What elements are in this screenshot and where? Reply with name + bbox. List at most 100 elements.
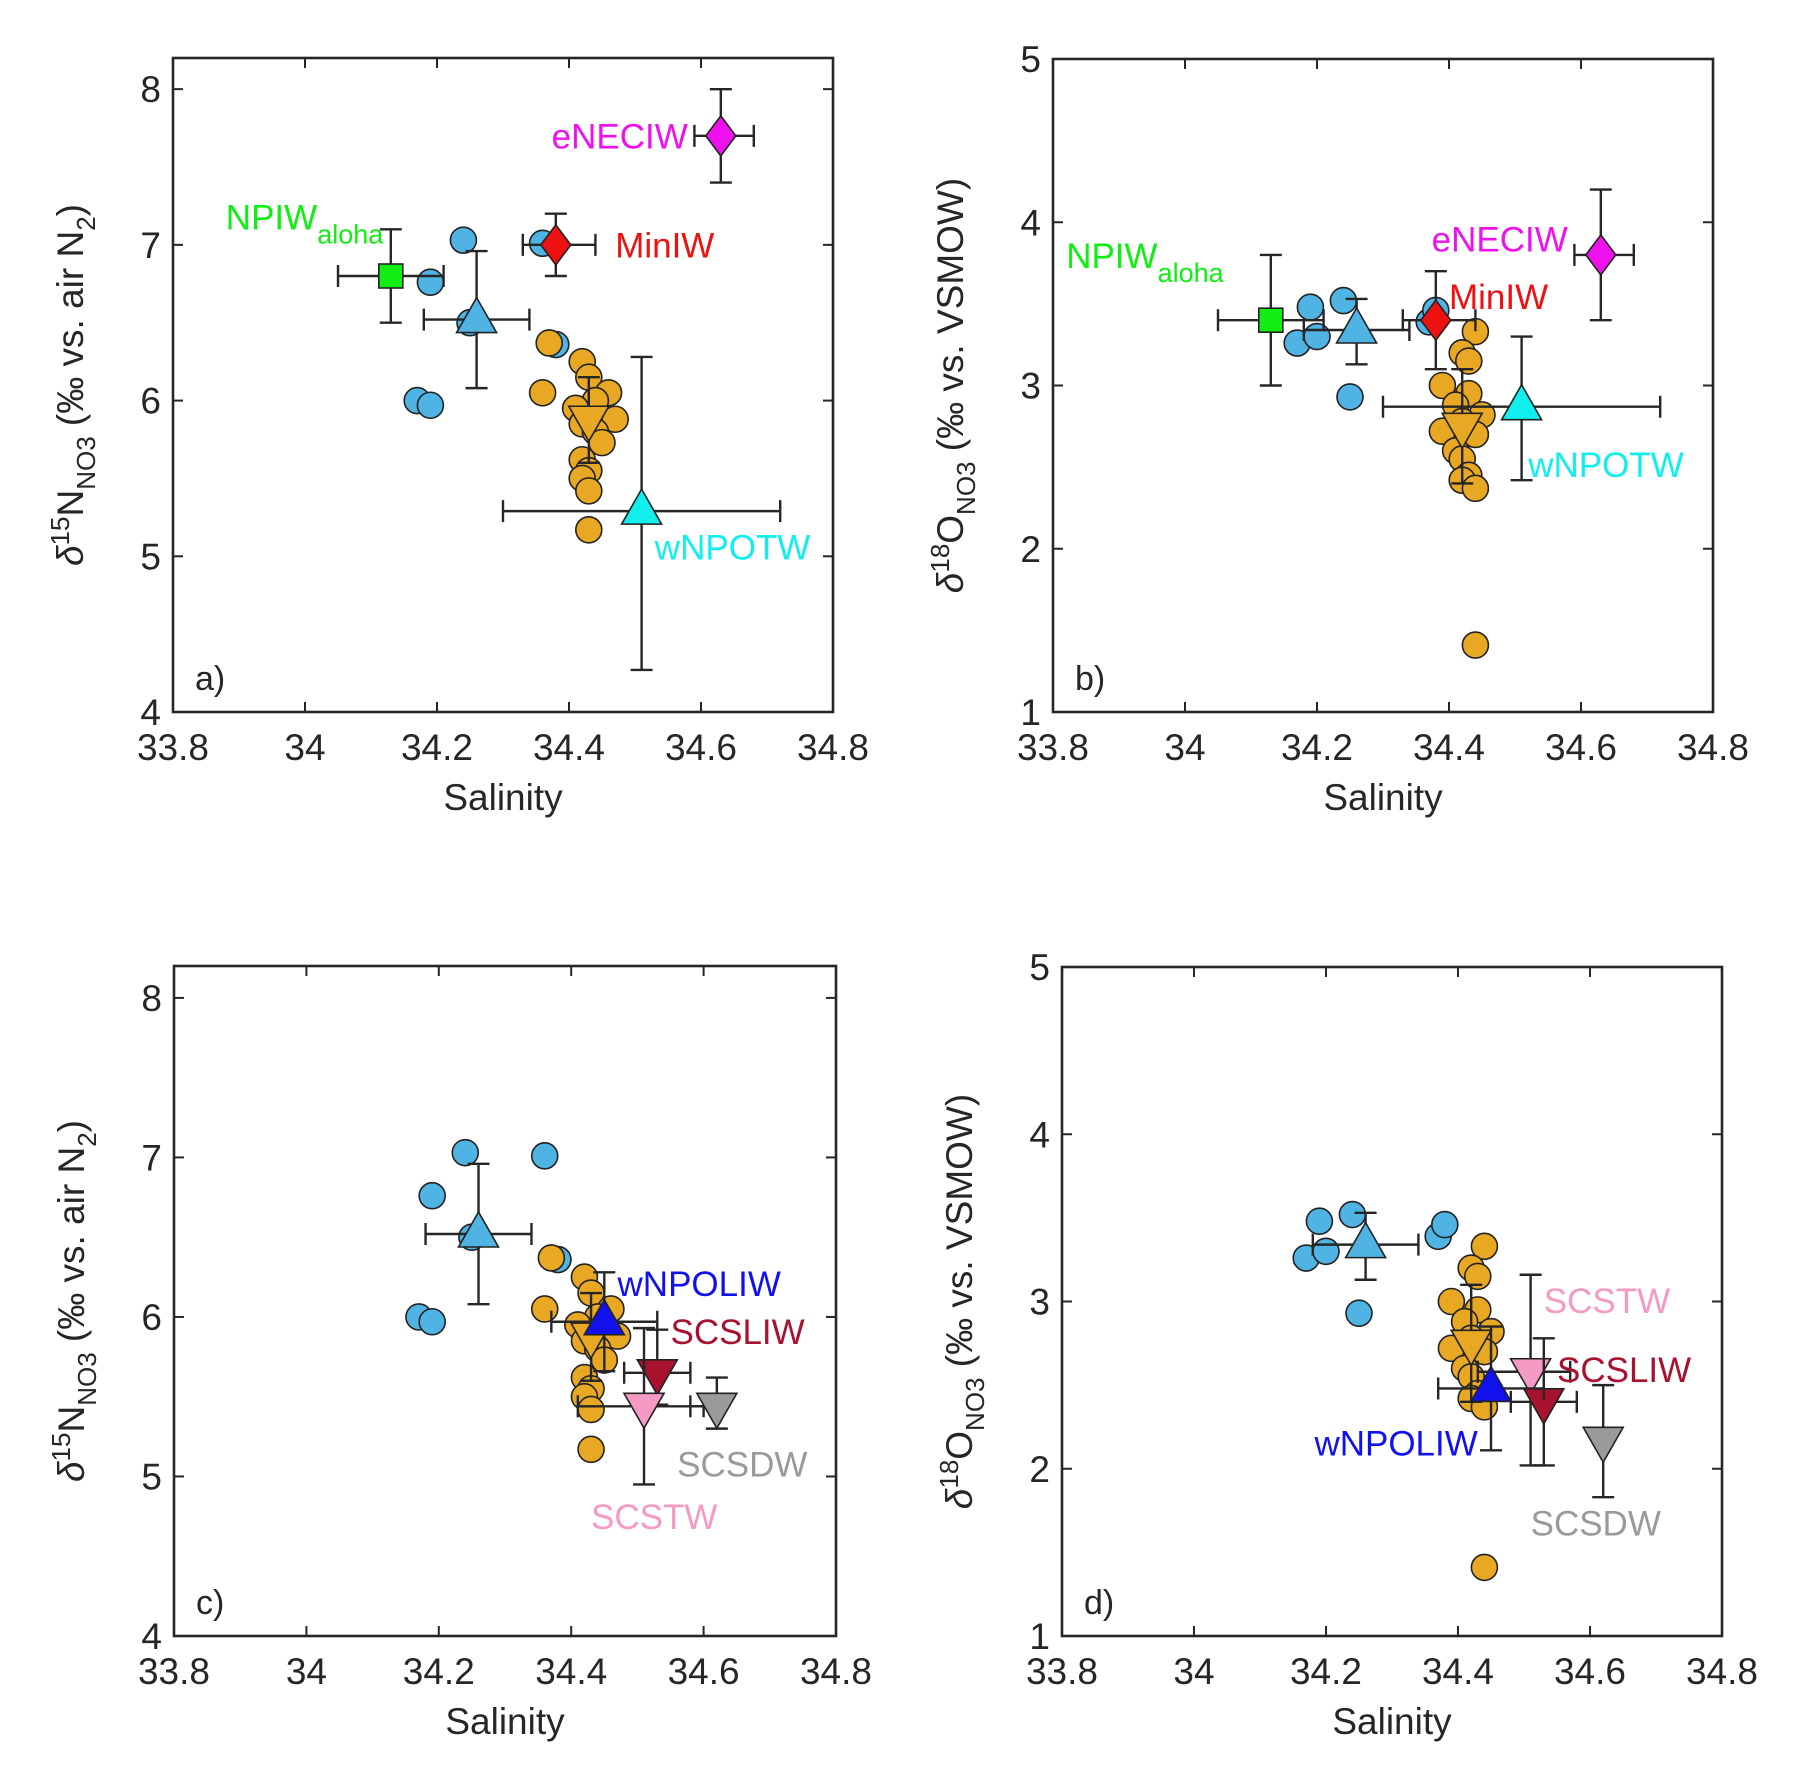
water-mass-label-subscript: aloha bbox=[1158, 258, 1225, 288]
water-mass-label-text: MinIW bbox=[615, 226, 714, 265]
y-tick-label: 2 bbox=[1029, 1449, 1050, 1490]
x-tick-label: 34 bbox=[284, 727, 325, 768]
y-tick-label: 4 bbox=[140, 692, 161, 733]
lower-sample-point bbox=[577, 1435, 605, 1464]
plot-frame bbox=[1051, 57, 1715, 714]
panel-d: 33.8 34 34.2 34.4 34.6 34.812345Salinityδ18ON… bbox=[934, 947, 1758, 1742]
lower-mean-marker bbox=[1440, 412, 1484, 450]
x-tick-label: 34.6 bbox=[665, 727, 737, 768]
water-mass-label: MinIW bbox=[615, 226, 714, 265]
y-axis-label-part: 18 bbox=[934, 1460, 964, 1489]
upper-sample-point bbox=[1345, 1299, 1373, 1328]
water-mass-label: SCSDW bbox=[1531, 1505, 1661, 1544]
lower-sample-point bbox=[537, 1244, 566, 1272]
upper-sample-point bbox=[1431, 1210, 1459, 1239]
water-mass-label-text: SCSDW bbox=[1531, 1505, 1661, 1544]
panel-label: c) bbox=[196, 1584, 224, 1622]
water-mass-label: wNPOLIW bbox=[617, 1265, 781, 1304]
y-axis-label-part: δ bbox=[939, 1488, 980, 1509]
water-mass-label-text: NPIW bbox=[1066, 237, 1157, 276]
lower-sample-point bbox=[528, 378, 557, 407]
y-tick-label: 3 bbox=[1029, 1282, 1050, 1323]
y-tick-label: 7 bbox=[140, 225, 161, 266]
y-tick-label: 3 bbox=[1020, 366, 1041, 407]
y-axis-label-part: (‰ vs. VSMOW) bbox=[930, 178, 971, 462]
x-tick-label: 34.8 bbox=[797, 727, 869, 768]
x-tick-label: 34 bbox=[1164, 727, 1205, 768]
lower-sample-point bbox=[1437, 1287, 1466, 1316]
water-mass-label: eNECIW bbox=[552, 117, 688, 156]
water-mass-label-text: wNPOTW bbox=[1527, 446, 1684, 485]
panel-c: 33.8 34 34.2 34.4 34.6 34.8 4 5 6 7 8 Salinity δ15NN… bbox=[46, 964, 872, 1742]
x-tick-label: 34.4 bbox=[1413, 727, 1485, 768]
x-tick-label: 34.2 bbox=[1290, 1651, 1362, 1692]
x-tick-label: 34.8 bbox=[800, 1651, 872, 1692]
y-axis-label-part: (‰ vs. VSMOW) bbox=[939, 1094, 980, 1378]
y-axis-label-part: (‰ vs. air N bbox=[51, 1147, 92, 1353]
upper-mean-marker bbox=[1344, 1221, 1387, 1259]
y-axis-label-part: 15 bbox=[45, 517, 75, 546]
upper-sample-point bbox=[1305, 1207, 1334, 1236]
y-axis-label-part: ) bbox=[51, 1120, 92, 1132]
y-axis-label-part: δ bbox=[50, 545, 91, 566]
y-tick-label: 1 bbox=[1029, 1616, 1050, 1657]
x-tick-label: 33.8 bbox=[137, 727, 209, 768]
lower-sample-point bbox=[1461, 631, 1490, 659]
y-axis-label-part: ) bbox=[50, 204, 91, 216]
x-tick-label: 34.6 bbox=[1545, 727, 1617, 768]
water-mass-label-text: wNPOLIW bbox=[1313, 1424, 1477, 1463]
y-tick-label: 4 bbox=[1020, 202, 1041, 243]
upper-sample-point bbox=[1329, 286, 1358, 315]
panel-a: 33.8 34 34.2 34.4 34.6 34.845678Salinityδ15NN… bbox=[45, 56, 869, 818]
y-tick-label: 5 bbox=[141, 1456, 162, 1497]
miniw-marker bbox=[1419, 298, 1452, 342]
upper-sample-point bbox=[449, 226, 478, 254]
x-tick-label: 33.8 bbox=[138, 1651, 210, 1692]
water-mass-label: SCSLIW bbox=[1557, 1351, 1691, 1390]
lower-sample-point bbox=[1470, 1553, 1499, 1582]
x-tick-label: 34.8 bbox=[1677, 727, 1749, 768]
scsliw-marker bbox=[635, 1358, 679, 1397]
water-mass-label: SCSTW bbox=[1544, 1282, 1670, 1321]
water-mass-label: eNECIW bbox=[1432, 221, 1568, 260]
scstw-marker bbox=[1509, 1357, 1552, 1396]
upper-sample-point bbox=[418, 1307, 446, 1336]
lower-sample-point bbox=[1464, 1262, 1492, 1291]
miniw-marker bbox=[539, 223, 572, 267]
lower-mean-marker bbox=[1449, 1329, 1493, 1367]
y-axis-label-part: 15 bbox=[46, 1433, 76, 1462]
lower-sample-point bbox=[1470, 1232, 1499, 1261]
y-tick-label: 7 bbox=[141, 1137, 162, 1178]
y-axis-label-part: 2 bbox=[71, 216, 101, 230]
water-mass-label-text: SCSDW bbox=[677, 1445, 807, 1484]
x-tick-label: 34.2 bbox=[1281, 727, 1353, 768]
lower-sample-point bbox=[577, 1395, 605, 1424]
lower-sample-point bbox=[535, 329, 564, 357]
water-mass-label: wNPOTW bbox=[654, 528, 811, 567]
y-axis-label-part: NO3 bbox=[72, 1352, 102, 1405]
y-axis-label-part: 2 bbox=[72, 1132, 102, 1146]
wnpotw-marker bbox=[1500, 383, 1543, 421]
x-axis-label: Salinity bbox=[1323, 777, 1443, 818]
water-mass-label-text: wNPOLIW bbox=[617, 1265, 781, 1304]
y-tick-label: 4 bbox=[1029, 1114, 1050, 1155]
water-mass-label: SCSLIW bbox=[671, 1313, 805, 1352]
upper-sample-point bbox=[418, 1181, 446, 1210]
lower-mean-marker bbox=[567, 405, 611, 443]
upper-sample-point bbox=[451, 1138, 480, 1167]
x-tick-label: 33.8 bbox=[1026, 1651, 1098, 1692]
y-axis-label-part: O bbox=[939, 1431, 980, 1460]
y-tick-label: 6 bbox=[140, 381, 161, 422]
panel-label: a) bbox=[195, 660, 225, 698]
y-tick-label: 2 bbox=[1020, 529, 1041, 570]
water-mass-label-text: SCSTW bbox=[1544, 1282, 1670, 1321]
panel-b: 33.8 34 34.2 34.4 34.6 34.812345Salinityδ18ON… bbox=[925, 39, 1749, 818]
upper-sample-point bbox=[1338, 1200, 1367, 1229]
eneciw-marker bbox=[1584, 233, 1617, 277]
y-tick-label: 5 bbox=[1020, 39, 1041, 80]
lower-sample-point bbox=[1455, 347, 1483, 375]
x-axis-label: Salinity bbox=[445, 1701, 565, 1742]
x-tick-label: 34.4 bbox=[535, 1651, 607, 1692]
upper-sample-point bbox=[1336, 383, 1364, 411]
y-axis-label-part: NO3 bbox=[960, 1377, 990, 1430]
